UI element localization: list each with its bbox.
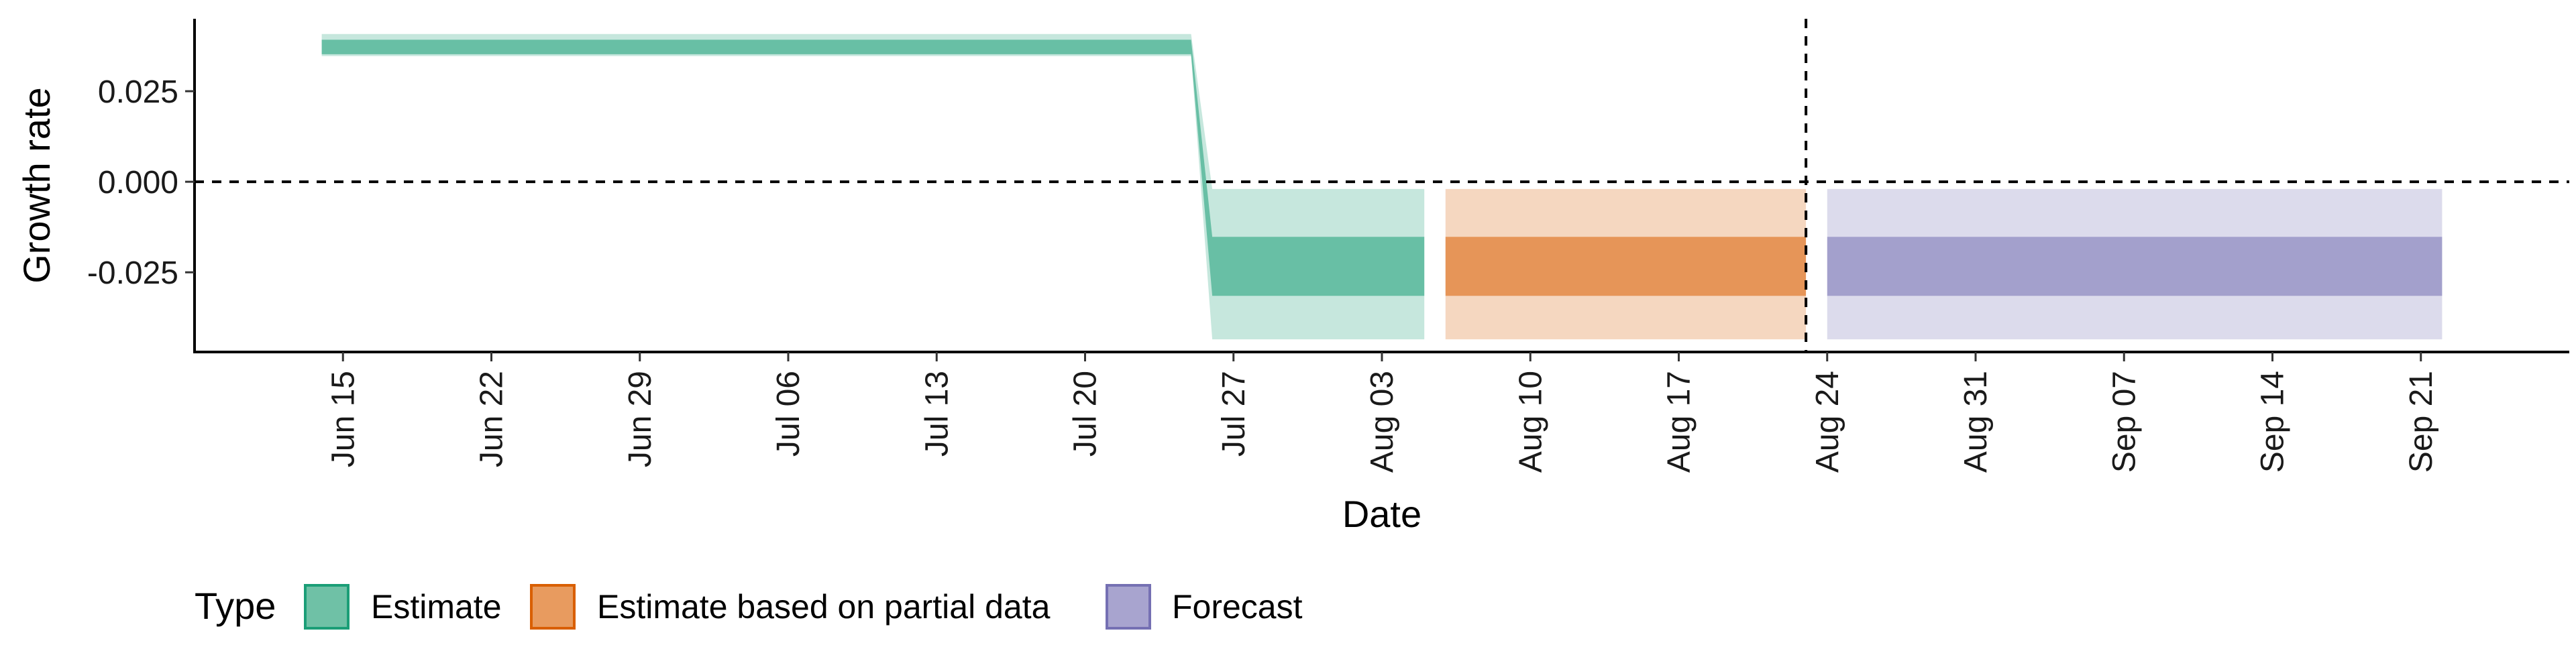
band-layer [321, 34, 2443, 340]
legend-key-estimate-based-on-partial-data [530, 584, 576, 630]
x-tick-label: Sep 21 [2404, 371, 2439, 473]
x-tick-label: Aug 17 [1662, 371, 1697, 473]
y-axis-title: Growth rate [15, 87, 58, 284]
x-tick-label: Jun 22 [474, 371, 510, 467]
x-tick-label: Aug 10 [1513, 371, 1548, 473]
legend-key-estimate [304, 584, 350, 630]
reference-lines [195, 19, 2569, 352]
x-tick-label: Jun 15 [325, 371, 361, 467]
x-tick-label: Jul 06 [771, 371, 806, 457]
y-tick-label: -0.025 [87, 255, 178, 291]
x-tick-label: Aug 31 [1958, 371, 1994, 473]
y-tick-label: 0.025 [98, 74, 178, 110]
x-tick-label: Jun 29 [623, 371, 658, 467]
legend-key-forecast [1106, 584, 1151, 630]
axes-layer: -0.025 0.000 0.025 Jun 15 Jun 22 Jun 29 Jul 06… [15, 19, 2569, 535]
x-tick-label: Aug 24 [1810, 371, 1845, 473]
x-axis-title: Date [1342, 493, 1421, 535]
band-inner-estimate [321, 40, 1425, 296]
band-inner-forecast [1827, 237, 2443, 296]
band-inner-estimate-based-on-partial-data [1445, 237, 1807, 296]
legend-label: Estimate based on partial data [597, 588, 1051, 626]
legend-label: Forecast [1172, 588, 1303, 626]
legend-label: Estimate [371, 588, 502, 626]
y-tick-label: 0.000 [98, 165, 178, 200]
x-tick-label: Sep 07 [2106, 371, 2142, 473]
x-tick-label: Jul 27 [1216, 371, 1252, 457]
x-tick-label: Jul 13 [919, 371, 955, 457]
x-tick-label: Jul 20 [1068, 371, 1104, 457]
x-tick-label: Sep 14 [2255, 371, 2291, 473]
legend-title: Type [195, 585, 276, 627]
legend: Type Estimate Estimate based on partial da… [195, 584, 1303, 630]
x-tick-label: Aug 03 [1364, 371, 1400, 473]
